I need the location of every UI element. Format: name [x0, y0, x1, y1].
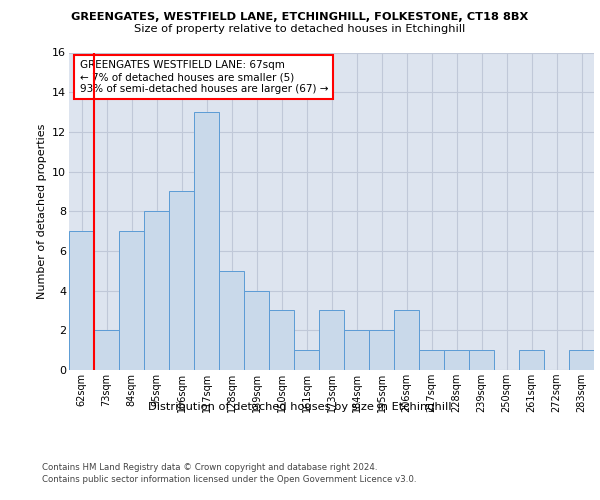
Bar — [369, 330, 394, 370]
Bar — [69, 231, 94, 370]
Bar — [94, 330, 119, 370]
Bar — [219, 271, 244, 370]
Bar — [269, 310, 294, 370]
Bar — [144, 211, 169, 370]
Text: Contains public sector information licensed under the Open Government Licence v3: Contains public sector information licen… — [42, 475, 416, 484]
Bar — [194, 112, 219, 370]
Bar — [244, 290, 269, 370]
Bar — [344, 330, 369, 370]
Text: Size of property relative to detached houses in Etchinghill: Size of property relative to detached ho… — [134, 24, 466, 34]
Bar — [444, 350, 469, 370]
Bar — [569, 350, 594, 370]
Y-axis label: Number of detached properties: Number of detached properties — [37, 124, 47, 299]
Bar — [469, 350, 494, 370]
Bar — [294, 350, 319, 370]
Bar — [519, 350, 544, 370]
Bar — [394, 310, 419, 370]
Bar — [169, 192, 194, 370]
Bar — [319, 310, 344, 370]
Bar — [419, 350, 444, 370]
Bar — [119, 231, 144, 370]
Text: Distribution of detached houses by size in Etchinghill: Distribution of detached houses by size … — [148, 402, 452, 412]
Text: GREENGATES WESTFIELD LANE: 67sqm
← 7% of detached houses are smaller (5)
93% of : GREENGATES WESTFIELD LANE: 67sqm ← 7% of… — [79, 60, 328, 94]
Text: Contains HM Land Registry data © Crown copyright and database right 2024.: Contains HM Land Registry data © Crown c… — [42, 462, 377, 471]
Text: GREENGATES, WESTFIELD LANE, ETCHINGHILL, FOLKESTONE, CT18 8BX: GREENGATES, WESTFIELD LANE, ETCHINGHILL,… — [71, 12, 529, 22]
